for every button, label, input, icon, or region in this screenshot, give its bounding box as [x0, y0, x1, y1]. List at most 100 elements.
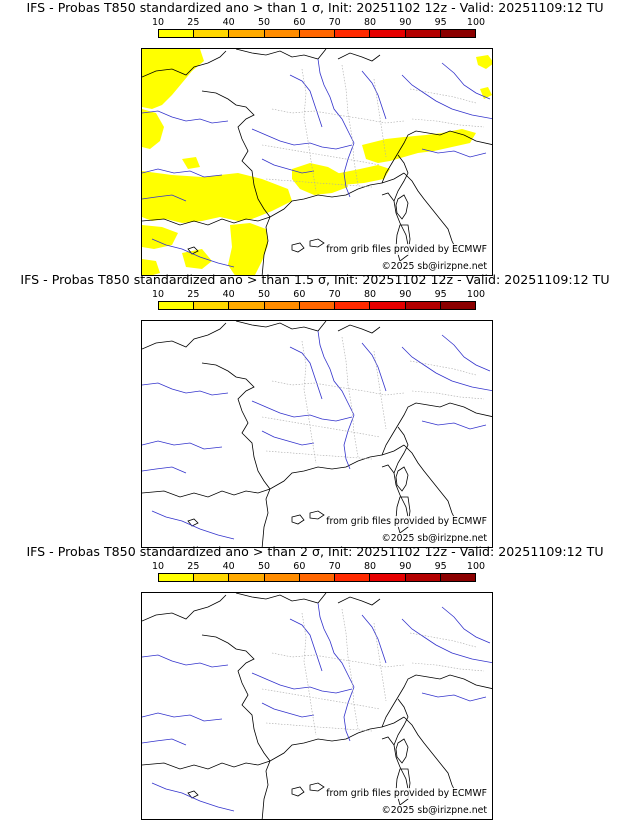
colorbar-tick-label: 70 [328, 561, 341, 572]
colorbar-tick-label: 50 [257, 561, 271, 572]
colorbar-cell [194, 574, 230, 581]
probability-area [142, 225, 178, 249]
colorbar-cell [335, 30, 371, 37]
panel-title: IFS - Probas T850 standardized ano > tha… [26, 0, 604, 15]
colorbar-tick-label: 25 [187, 289, 200, 300]
colorbar-tick-label: 40 [222, 289, 235, 300]
colorbar-cell [194, 302, 230, 309]
colorbar-cell [229, 30, 265, 37]
colorbar-tick-label: 100 [466, 289, 486, 300]
probability-area [228, 223, 268, 275]
copyright-credit: ©2025 sb@irizpne.net [380, 261, 488, 272]
france-map: from grib files provided by ECMWF ©2025 … [141, 48, 493, 276]
colorbar-cell [405, 302, 441, 309]
colorbar-tick-label: 90 [399, 17, 412, 28]
colorbar-tick-label: 60 [293, 289, 306, 300]
copyright-credit: ©2025 sb@irizpne.net [380, 533, 488, 544]
colorbar-tick-label: 10 [151, 289, 165, 300]
colorbar-cell [229, 574, 265, 581]
colorbar-tick-labels: 10 25 40 50 60 70 80 90 95 100 [152, 289, 485, 300]
colorbar-tick-label: 90 [399, 289, 412, 300]
probability-area [182, 157, 200, 169]
balearic-islands [187, 782, 325, 799]
coastline [142, 49, 492, 275]
panel-title: IFS - Probas T850 standardized ano > tha… [26, 544, 604, 559]
colorbar-tick-label: 40 [222, 17, 235, 28]
probability-area [172, 207, 194, 221]
colorbar-cell [159, 302, 195, 309]
colorbar-tick-label: 50 [257, 289, 271, 300]
colorbar-cell [405, 574, 441, 581]
colorbar-cell [440, 302, 475, 309]
colorbar-tick-label: 95 [434, 289, 447, 300]
colorbar-cell [299, 30, 336, 37]
colorbar-strip [158, 29, 476, 38]
colorbar-tick-label: 60 [293, 17, 306, 28]
colorbar-cell [370, 30, 406, 37]
coastline [142, 321, 492, 547]
data-source-credit: from grib files provided by ECMWF [325, 244, 488, 255]
probability-colorbar: 10 25 40 50 60 70 80 90 95 100 [152, 561, 485, 585]
colorbar-cell [264, 574, 300, 581]
probability-area [182, 249, 212, 269]
colorbar-tick-label: 60 [293, 561, 306, 572]
colorbar-strip [158, 301, 476, 310]
colorbar-cell [159, 574, 195, 581]
france-map: from grib files provided by ECMWF ©2025 … [141, 320, 493, 548]
copyright-credit: ©2025 sb@irizpne.net [380, 805, 488, 816]
colorbar-cell [440, 574, 475, 581]
colorbar-cell [299, 302, 336, 309]
colorbar-cell [264, 302, 300, 309]
colorbar-strip [158, 573, 476, 582]
rivers [142, 602, 492, 812]
colorbar-tick-label: 70 [328, 289, 341, 300]
colorbar-cell [159, 30, 195, 37]
map-canvas [142, 321, 492, 547]
balearic-islands [187, 510, 325, 527]
colorbar-cell [335, 302, 371, 309]
admin-borders [261, 336, 485, 464]
colorbar-tick-label: 80 [363, 289, 377, 300]
colorbar-cell [335, 574, 371, 581]
corsica-sardinia [395, 194, 411, 262]
data-source-credit: from grib files provided by ECMWF [325, 516, 488, 527]
balearic-islands [187, 238, 325, 255]
probability-area [142, 49, 204, 109]
data-source-credit: from grib files provided by ECMWF [325, 788, 488, 799]
colorbar-cell [299, 574, 336, 581]
colorbar-cell [264, 30, 300, 37]
coastline [142, 593, 492, 819]
colorbar-tick-label: 40 [222, 561, 235, 572]
france-map: from grib files provided by ECMWF ©2025 … [141, 592, 493, 820]
admin-borders [261, 608, 485, 736]
probability-area [476, 55, 492, 69]
probability-area [318, 165, 390, 187]
colorbar-tick-label: 100 [466, 561, 486, 572]
colorbar-tick-label: 50 [257, 17, 271, 28]
colorbar-tick-label: 25 [187, 561, 200, 572]
admin-borders [261, 64, 485, 192]
colorbar-tick-label: 90 [399, 561, 412, 572]
corsica-sardinia [395, 738, 411, 806]
colorbar-tick-label: 25 [187, 17, 200, 28]
probability-area [362, 129, 476, 163]
colorbar-cell [440, 30, 475, 37]
probability-area [142, 259, 160, 275]
forecast-panel-3: IFS - Probas T850 standardized ano > tha… [0, 544, 630, 820]
colorbar-cell [370, 574, 406, 581]
colorbar-cell [229, 302, 265, 309]
probability-shading [142, 49, 492, 275]
colorbar-cell [194, 30, 230, 37]
forecast-panel-1: IFS - Probas T850 standardized ano > tha… [0, 0, 630, 276]
map-canvas [142, 593, 492, 819]
colorbar-tick-labels: 10 25 40 50 60 70 80 90 95 100 [152, 561, 485, 572]
colorbar-cell [405, 30, 441, 37]
forecast-panel-2: IFS - Probas T850 standardized ano > tha… [0, 272, 630, 548]
colorbar-tick-label: 70 [328, 17, 341, 28]
colorbar-tick-label: 80 [363, 561, 377, 572]
probability-colorbar: 10 25 40 50 60 70 80 90 95 100 [152, 17, 485, 41]
corsica-sardinia [395, 466, 411, 534]
colorbar-cell [370, 302, 406, 309]
colorbar-tick-label: 10 [151, 561, 165, 572]
rivers [142, 58, 492, 268]
